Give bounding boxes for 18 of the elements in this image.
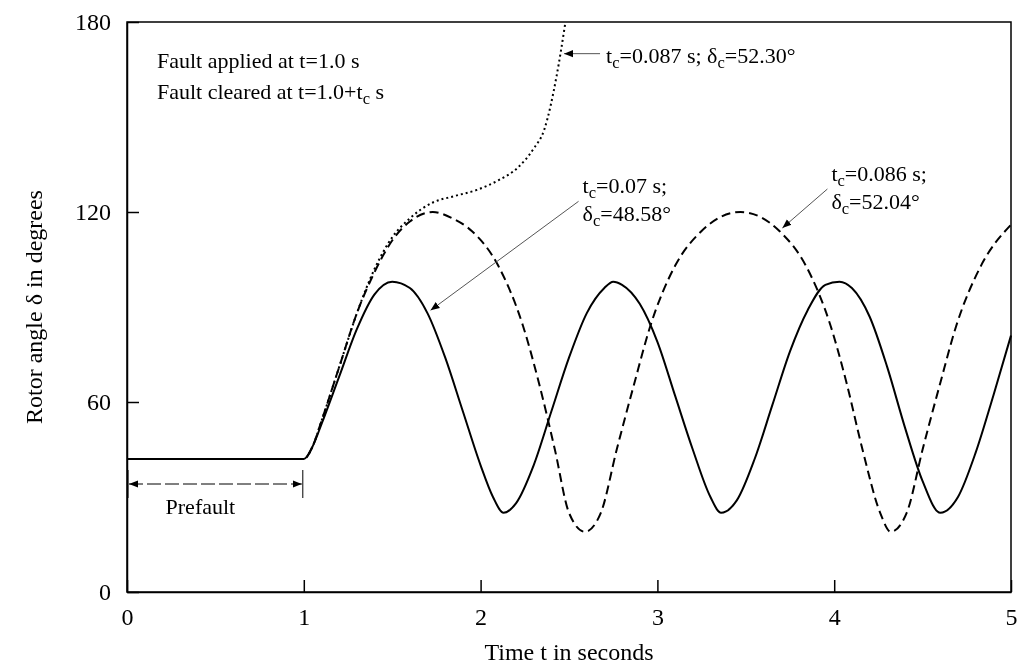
annotation: t$_{c}$=0.086 s; δ$_{c}$=52.04° [831,161,927,219]
x-tick-label: 3 [651,604,664,631]
annotation: t$_{c}$=0.07 s; δ$_{c}$=48.58° [582,173,671,231]
y-axis-title: Rotor angle δ in degrees [21,190,47,424]
x-tick-label: 5 [1005,604,1018,631]
x-axis-title: Time t in seconds [484,639,654,665]
x-tick-label: 4 [828,604,841,631]
x-tick-label: 2 [475,604,488,631]
y-tick-label: 120 [75,199,111,226]
y-tick-label: 60 [87,389,111,416]
annotation: Prefault [165,494,236,519]
annotation: t$_{c}$=0.087 s; δ$_{c}$=52.30° [606,42,796,72]
annotation: Fault cleared at t=1.0+t$_{c}$ s [157,79,385,109]
y-tick-label: 0 [99,579,111,606]
x-tick-label: 0 [121,604,134,631]
x-tick-label: 1 [298,604,311,631]
annotation: Fault applied at t=1.0 s [157,48,360,73]
y-tick-label: 180 [75,9,111,36]
